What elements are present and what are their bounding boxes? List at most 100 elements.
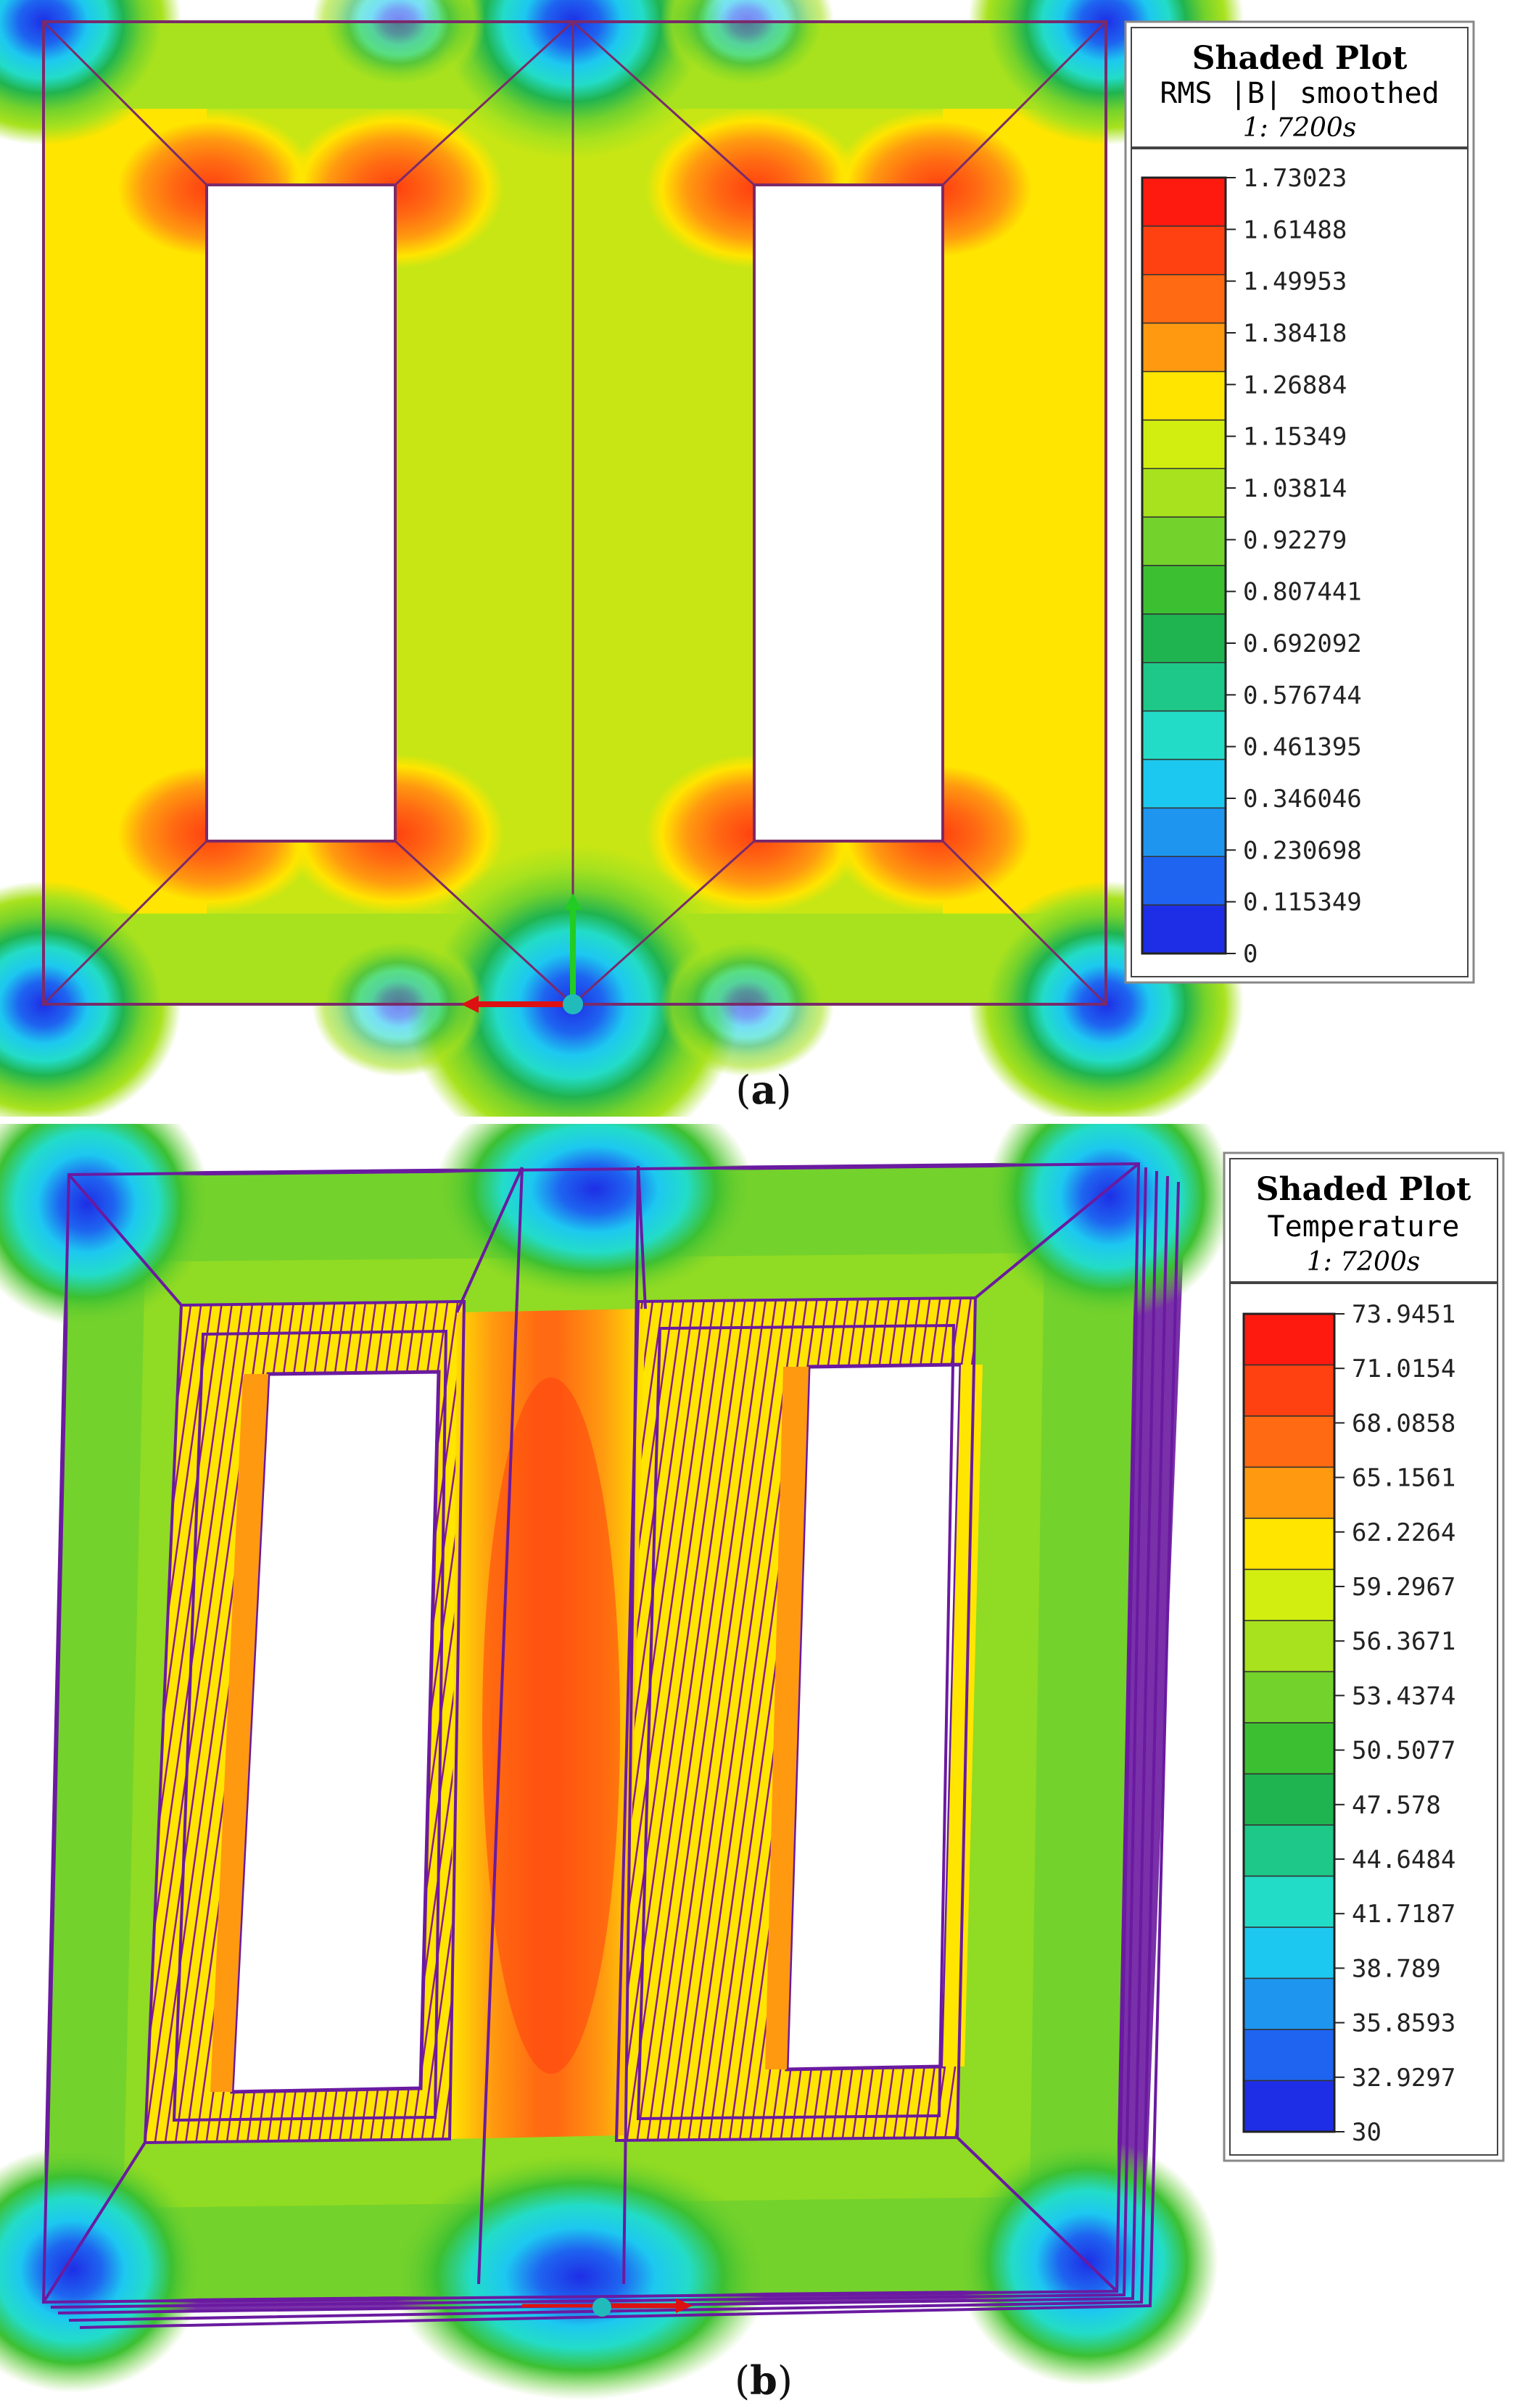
core-window-left (230, 1370, 441, 2094)
tick-label: 1.73023 (1243, 164, 1347, 193)
tick-label: 0.692092 (1243, 629, 1362, 658)
panel-a-flux-density: Shaded Plot RMS |B| smoothed 1: 7200s 1.… (0, 0, 1528, 1117)
cold-region (392, 2153, 769, 2400)
tick-label: 0.115349 (1243, 888, 1362, 917)
colorbar-cell (1243, 1568, 1335, 1621)
lowfield-region (660, 0, 834, 94)
colorbar-cell (1141, 856, 1226, 906)
lowfield-region (0, 0, 181, 145)
colorbar-cell (1243, 1364, 1335, 1417)
tick-label: 41.7187 (1352, 1900, 1455, 1929)
tick-label: 1.38418 (1243, 319, 1347, 348)
tick-label: 35.8593 (1352, 2009, 1455, 2038)
transformer-core-b (0, 1124, 1233, 2400)
legend-subtitle: RMS |B| smoothed (1160, 77, 1439, 110)
core-window-right (785, 1362, 963, 2072)
tick-label: 0.807441 (1243, 578, 1362, 607)
colorbar-cell (1243, 2029, 1335, 2082)
colorbar-cell (1141, 662, 1226, 712)
colorbar-cell (1141, 904, 1226, 954)
colorbar-ticks-b: 73.9451 71.0154 68.0858 65.1561 62.2264 59.29… (1334, 1300, 1455, 2147)
colorbar-cell (1141, 807, 1226, 857)
colorbar-cell (1243, 1671, 1335, 1724)
legend-header (1229, 1158, 1498, 1283)
tick-label: 73.9451 (1352, 1300, 1455, 1329)
colorbar-cell (1141, 565, 1226, 615)
colorbar-cell (1141, 371, 1226, 421)
colorbar-b (1242, 1312, 1336, 2133)
colorbar-cell (1141, 322, 1226, 373)
colorbar-cell (1243, 1518, 1335, 1571)
tick-label: 1.61488 (1243, 215, 1347, 244)
tick-label: 68.0858 (1352, 1409, 1455, 1438)
legend-time: 1: 7200s (1307, 1247, 1421, 1277)
tick-label: 0.346046 (1243, 785, 1362, 814)
legend-b: Shaded Plot Temperature 1: 7200s 73.9451… (1223, 1151, 1505, 2162)
tick-label: 44.6484 (1352, 1845, 1455, 1874)
mesh-lines (42, 20, 1107, 1006)
lowfield-region (0, 881, 181, 1117)
colorbar-cell (1141, 468, 1226, 518)
colorbar-cell (1243, 1927, 1335, 1979)
colorbar-cell (1141, 419, 1226, 469)
tick-label: 0.461395 (1243, 733, 1362, 762)
window-rim (765, 1367, 809, 2069)
colorbar-cell (1243, 1620, 1335, 1673)
colorbar-cell (1141, 516, 1226, 566)
panel-a-figure: Shaded Plot RMS |B| smoothed 1: 7200s 1.… (0, 0, 1475, 1117)
tick-label: 0.230698 (1243, 836, 1362, 865)
colorbar-outline (1141, 176, 1227, 955)
colorbar-a (1141, 176, 1227, 955)
tick-label: 38.789 (1352, 1954, 1441, 1983)
axis-triad (461, 893, 583, 1014)
cold-region (986, 1124, 1233, 1320)
tick-label: 1.49953 (1243, 268, 1347, 297)
colorbar-cell (1141, 613, 1226, 663)
legend-a: Shaded Plot RMS |B| smoothed 1: 7200s 1.… (1124, 20, 1475, 984)
tick-label: 0.92279 (1243, 526, 1347, 555)
tick-label: 30 (1352, 2118, 1382, 2147)
window-rim (210, 1374, 268, 2092)
core-window-left (205, 183, 397, 843)
mesh-lines (41, 1162, 1141, 2304)
caption-a: (a) (735, 1067, 791, 1113)
tick-label: 1.03814 (1243, 474, 1347, 503)
window-rim (943, 1365, 983, 2066)
panel-b-figure: Shaded Plot Temperature 1: 7200s 73.9451… (0, 1124, 1505, 2404)
tick-label: 32.9297 (1352, 2064, 1455, 2093)
axis-triad (522, 2298, 693, 2317)
cold-region (0, 2146, 203, 2393)
colorbar-cell (1243, 1313, 1335, 1366)
core-window-right (753, 183, 944, 843)
stack-edges (50, 1167, 1180, 2329)
tick-label: 65.1561 (1352, 1464, 1455, 1493)
legend-header (1131, 27, 1469, 148)
legend-title: Shaded Plot (1256, 1171, 1471, 1208)
legend-subtitle: Temperature (1268, 1210, 1460, 1244)
colorbar-cell (1243, 1977, 1335, 2030)
tick-label: 1.15349 (1243, 423, 1347, 452)
tick-label: 0.576744 (1243, 681, 1362, 710)
tick-label: 47.578 (1352, 1791, 1441, 1820)
tick-label: 62.2264 (1352, 1518, 1455, 1547)
tick-label: 50.5077 (1352, 1737, 1455, 1766)
colorbar-cell (1243, 2080, 1335, 2132)
tick-label: 56.3671 (1352, 1627, 1455, 1656)
colorbar-cell (1141, 710, 1226, 761)
lowfield-region (312, 0, 486, 94)
colorbar-cell (1141, 274, 1226, 324)
tick-label: 0 (1243, 940, 1257, 969)
tick-label: 53.4374 (1352, 1681, 1455, 1710)
colorbar-outline (1242, 1312, 1336, 2133)
colorbar-cell (1243, 1722, 1335, 1775)
tick-label: 1.26884 (1243, 371, 1347, 400)
colorbar-cell (1141, 177, 1226, 227)
panel-b-temperature: Shaded Plot Temperature 1: 7200s 73.9451… (0, 1124, 1528, 2408)
transformer-core-a (0, 0, 1244, 1117)
center-hotspot (482, 1378, 620, 2074)
colorbar-cell (1243, 1875, 1335, 1928)
colorbar-ticks-a: 1.73023 1.61488 1.49953 1.38418 1.26884 1.153… (1226, 164, 1362, 969)
legend-time: 1: 7200s (1243, 113, 1357, 143)
tick-label: 59.2967 (1352, 1573, 1455, 1602)
colorbar-cell (1141, 226, 1226, 276)
